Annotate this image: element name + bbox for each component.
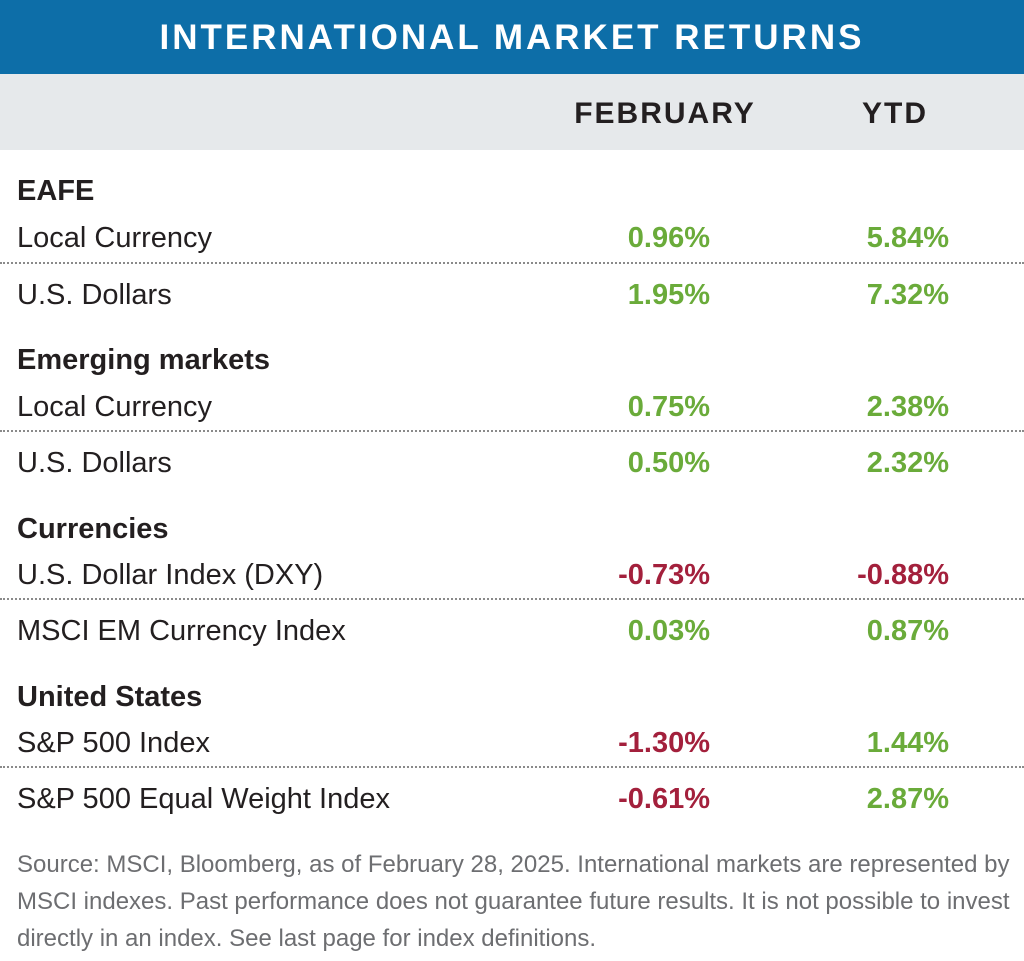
row-label: S&P 500 Index <box>17 727 210 759</box>
ytd-value: 2.32% <box>866 447 949 479</box>
ytd-value: 2.87% <box>866 783 949 815</box>
february-value: 0.50% <box>627 447 710 479</box>
row-divider <box>0 598 1024 600</box>
row-label: U.S. Dollar Index (DXY) <box>17 559 324 591</box>
column-header-band <box>0 74 1024 150</box>
row-divider <box>0 430 1024 432</box>
section-title-currencies: Currencies <box>17 513 169 545</box>
february-value: 0.03% <box>627 615 710 647</box>
ytd-value: 2.38% <box>866 391 949 423</box>
column-header-ytd: YTD <box>862 97 928 130</box>
february-value: 0.75% <box>627 391 710 423</box>
section-title-united-states: United States <box>17 681 203 713</box>
row-label: Local Currency <box>17 391 213 423</box>
title-bar <box>0 0 1024 74</box>
column-header-february: FEBRUARY <box>574 97 756 130</box>
row-label: U.S. Dollars <box>17 279 172 311</box>
february-value: 0.96% <box>627 222 710 254</box>
february-value: -1.30% <box>618 727 710 759</box>
ytd-value: -0.88% <box>857 559 949 591</box>
row-label: Local Currency <box>17 222 213 254</box>
ytd-value: 7.32% <box>866 279 949 311</box>
table-title: INTERNATIONAL MARKET RETURNS <box>159 18 865 57</box>
source-note: Source: MSCI, Bloomberg, as of February … <box>17 851 1010 952</box>
ytd-value: 0.87% <box>866 615 949 647</box>
february-value: -0.61% <box>618 783 710 815</box>
february-value: -0.73% <box>618 559 710 591</box>
section-title-emerging-markets: Emerging markets <box>17 344 271 376</box>
row-label: MSCI EM Currency Index <box>17 615 346 647</box>
row-label: U.S. Dollars <box>17 447 172 479</box>
row-divider <box>0 262 1024 264</box>
ytd-value: 1.44% <box>866 727 949 759</box>
ytd-value: 5.84% <box>866 222 949 254</box>
row-label: S&P 500 Equal Weight Index <box>17 783 390 815</box>
section-title-eafe: EAFE <box>17 175 95 207</box>
february-value: 1.95% <box>627 279 710 311</box>
row-divider <box>0 766 1024 768</box>
